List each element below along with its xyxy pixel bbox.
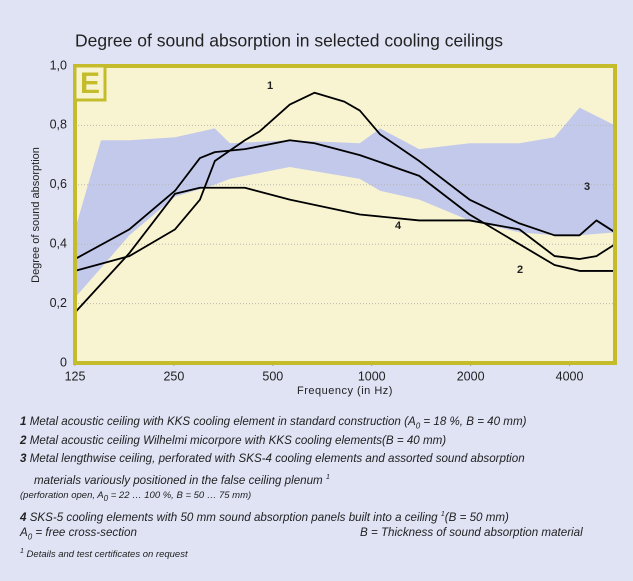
note-text: = 18 %, B = 40 mm) bbox=[420, 415, 527, 428]
note-text: = free cross-section bbox=[32, 526, 137, 539]
x-tick-label: 500 bbox=[262, 369, 283, 383]
note-text: Details and test certificates on request bbox=[23, 548, 188, 560]
y-tick-label: 0,6 bbox=[50, 177, 67, 191]
note-number: 1 bbox=[20, 415, 27, 428]
note: 4 SKS-5 cooling elements with 50 mm soun… bbox=[20, 506, 630, 525]
x-tick-label: 4000 bbox=[556, 369, 584, 383]
notes: 1 Metal acoustic ceiling with KKS coolin… bbox=[20, 413, 630, 561]
x-tick-label: 125 bbox=[65, 369, 86, 383]
note: 1 Details and test certificates on reque… bbox=[20, 543, 630, 562]
note-sub: 0 bbox=[27, 532, 33, 542]
note-sub: 0 bbox=[415, 421, 421, 431]
x-axis-label: Frequency (in Hz) bbox=[297, 385, 393, 397]
note: 2 Metal acoustic ceiling Wilhelmi micorp… bbox=[20, 432, 630, 451]
note-text: Metal acoustic ceiling with KKS cooling … bbox=[29, 415, 416, 428]
note-text: SKS-5 cooling elements with 50 mm sound … bbox=[29, 510, 438, 524]
note: materials variously positioned in the fa… bbox=[20, 469, 630, 488]
curve-label: 2 bbox=[517, 264, 523, 276]
badge: E bbox=[80, 67, 100, 100]
badge-box bbox=[73, 64, 107, 102]
y-tick-label: 1,0 bbox=[50, 58, 67, 72]
note-text: B = Thickness of sound absorption materi… bbox=[360, 526, 583, 539]
y-axis-label: Degree of sound absorption bbox=[30, 147, 42, 283]
y-tick-label: 0 bbox=[60, 355, 67, 369]
note-text: = 22 … 100 %, B = 50 … 75 mm) bbox=[108, 490, 252, 501]
chart: Degree of sound absorption in selected c… bbox=[30, 31, 617, 397]
curve-label: 3 bbox=[584, 181, 590, 193]
note-text: Metal acoustic ceiling Wilhelmi micorpor… bbox=[29, 433, 447, 447]
note-text: (B = 50 mm) bbox=[444, 510, 509, 524]
line bbox=[74, 186, 616, 314]
note-number: 4 bbox=[20, 510, 27, 524]
note-sup: 1 bbox=[20, 547, 24, 555]
note: (perforation open, A0 = 22 … 100 %, B = … bbox=[20, 487, 630, 506]
band bbox=[75, 107, 615, 298]
x-tick-label: 1000 bbox=[358, 369, 386, 383]
y-tick-label: 0,4 bbox=[50, 236, 67, 250]
x-tick-label: 2000 bbox=[457, 369, 485, 383]
note-number: 2 bbox=[20, 433, 27, 447]
line bbox=[74, 91, 616, 272]
curve-label: 1 bbox=[267, 80, 273, 92]
plot-border bbox=[73, 64, 617, 365]
y-tick-label: 0,2 bbox=[50, 296, 67, 310]
note-text: (perforation open, A bbox=[20, 490, 104, 501]
note-text: Metal lengthwise ceiling, perforated wit… bbox=[29, 452, 525, 465]
note-text: materials variously positioned in the fa… bbox=[34, 473, 323, 487]
curve-label: 4 bbox=[395, 220, 402, 232]
note: 3 Metal lengthwise ceiling, perforated w… bbox=[20, 450, 630, 469]
note-number: 3 bbox=[20, 452, 27, 465]
note-text: A bbox=[20, 526, 28, 539]
note: 1 Metal acoustic ceiling with KKS coolin… bbox=[20, 413, 630, 432]
note-sub: 0 bbox=[103, 493, 109, 503]
note: A0 = free cross-section B = Thickness of … bbox=[20, 524, 630, 543]
line bbox=[74, 139, 615, 272]
note-sup: 1 bbox=[325, 473, 330, 481]
note-sup: 1 bbox=[440, 510, 445, 518]
x-tick-label: 250 bbox=[163, 369, 184, 383]
y-tick-label: 0,8 bbox=[50, 118, 67, 132]
chart-title: Degree of sound absorption in selected c… bbox=[75, 31, 503, 51]
